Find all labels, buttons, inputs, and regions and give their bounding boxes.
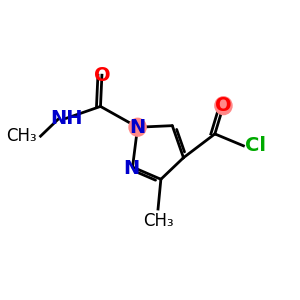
- Text: O: O: [94, 66, 110, 85]
- Text: Cl: Cl: [245, 136, 266, 155]
- Text: N: N: [123, 159, 139, 178]
- Circle shape: [129, 118, 146, 136]
- Text: CH₃: CH₃: [6, 127, 36, 145]
- Text: CH₃: CH₃: [143, 212, 173, 230]
- Text: NH: NH: [50, 109, 82, 128]
- Circle shape: [215, 97, 232, 115]
- Text: N: N: [130, 118, 146, 137]
- Text: O: O: [215, 96, 232, 115]
